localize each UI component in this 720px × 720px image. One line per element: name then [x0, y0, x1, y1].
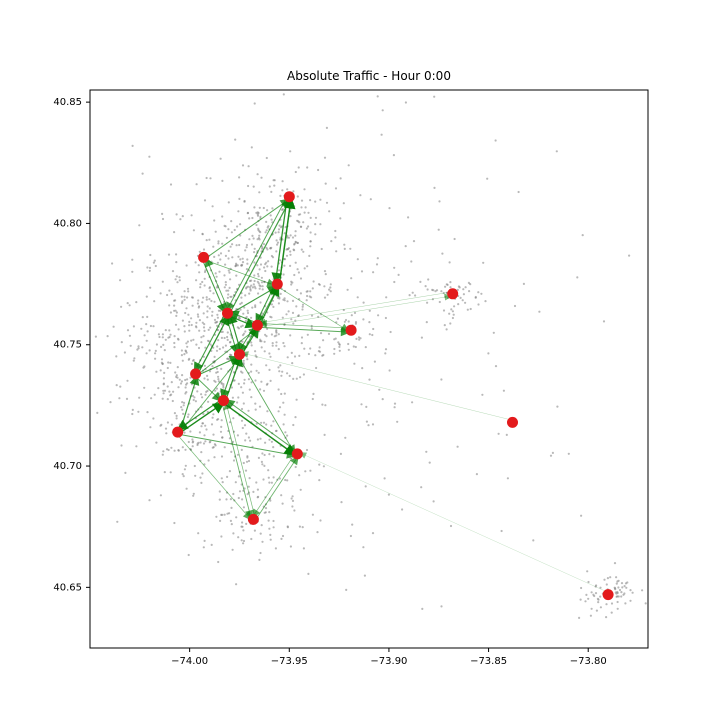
x-tick-label: −73.80	[570, 656, 607, 667]
x-tick-label: −74.00	[171, 656, 208, 667]
chart-svg: −74.00 −73.95 −73.90 −73.85 −73.80 40.65 40.70…	[0, 0, 720, 720]
chart-container: −74.00 −73.95 −73.90 −73.85 −73.80 40.65 40.70…	[0, 0, 720, 720]
x-tick-label: −73.90	[370, 656, 407, 667]
y-tick-label: 40.70	[53, 461, 82, 472]
y-tick-label: 40.80	[53, 218, 82, 229]
y-tick-label: 40.75	[53, 340, 82, 351]
y-tick-label: 40.65	[53, 582, 82, 593]
y-tick-label: 40.85	[53, 97, 82, 108]
chart-title: Absolute Traffic - Hour 0:00	[287, 69, 451, 83]
x-tick-label: −73.95	[271, 656, 308, 667]
x-tick-label: −73.85	[470, 656, 507, 667]
